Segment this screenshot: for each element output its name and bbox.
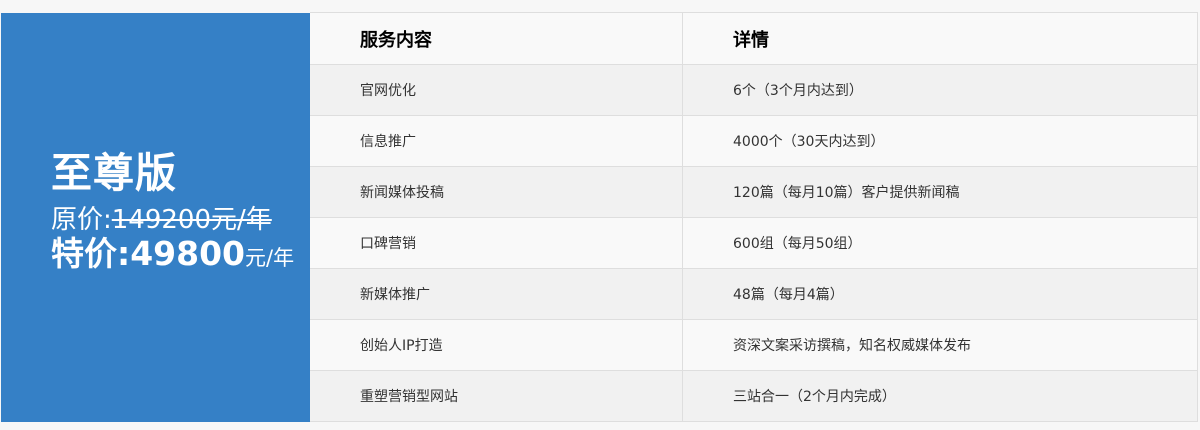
- details-cell: 48篇（每月4篇）: [682, 268, 1198, 320]
- original-price-value: 149200元/年: [111, 205, 272, 235]
- details-cell: 资深文案采访撰稿，知名权威媒体发布: [682, 319, 1198, 371]
- service-cell: 官网优化: [310, 64, 683, 116]
- details-cell: 三站合一（2个月内完成）: [682, 370, 1198, 422]
- service-table: 服务内容 详情 官网优化 6个（3个月内达到） 信息推广 4000个（30天内达到）新…: [310, 12, 1198, 422]
- original-price: 原价:149200元/年: [51, 204, 294, 236]
- table-row: 新闻媒体投稿 120篇（每月10篇）客户提供新闻稿: [310, 166, 1198, 218]
- plan-panel: 至尊版 原价:149200元/年 特价:49800元/年: [1, 13, 310, 422]
- plan-title: 至尊版: [51, 149, 177, 197]
- service-cell: 新媒体推广: [310, 268, 683, 320]
- table-row: 创始人IP打造 资深文案采访撰稿，知名权威媒体发布: [310, 319, 1198, 371]
- details-cell: 4000个（30天内达到）: [682, 115, 1198, 167]
- special-price-unit: 元/年: [245, 246, 295, 270]
- special-price: 特价:49800元/年: [51, 236, 294, 276]
- table-row: 口碑营销 600组（每月50组）: [310, 217, 1198, 269]
- service-cell: 创始人IP打造: [310, 319, 683, 371]
- service-cell: 新闻媒体投稿: [310, 166, 683, 218]
- details-cell: 6个（3个月内达到）: [682, 64, 1198, 116]
- details-cell: 120篇（每月10篇）客户提供新闻稿: [682, 166, 1198, 218]
- header-service: 服务内容: [310, 12, 683, 65]
- details-cell: 600组（每月50组）: [682, 217, 1198, 269]
- table-header-row: 服务内容 详情: [310, 12, 1198, 65]
- service-cell: 信息推广: [310, 115, 683, 167]
- table-row: 新媒体推广 48篇（每月4篇）: [310, 268, 1198, 320]
- special-price-label: 特价:: [51, 234, 131, 273]
- service-cell: 口碑营销: [310, 217, 683, 269]
- table-row: 信息推广 4000个（30天内达到）: [310, 115, 1198, 167]
- special-price-value: 49800: [130, 234, 246, 273]
- original-price-label: 原价:: [51, 205, 112, 235]
- table-row: 重塑营销型网站 三站合一（2个月内完成）: [310, 370, 1198, 422]
- service-cell: 重塑营销型网站: [310, 370, 683, 422]
- header-details: 详情: [682, 12, 1198, 65]
- table-row: 官网优化 6个（3个月内达到）: [310, 64, 1198, 116]
